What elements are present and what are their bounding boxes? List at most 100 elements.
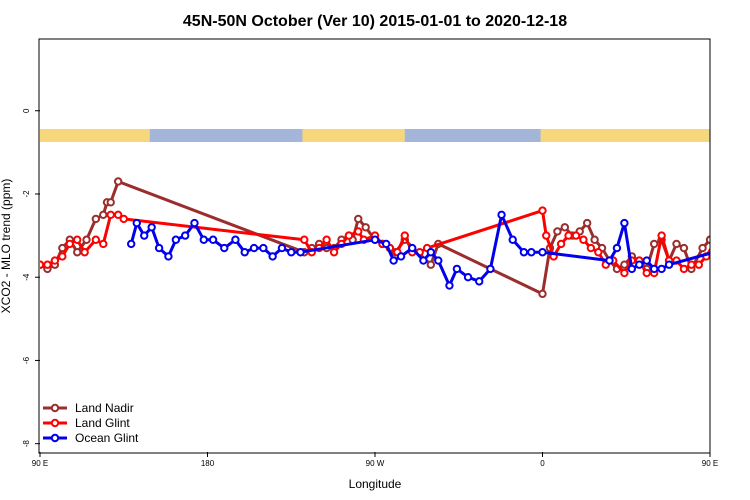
ocean-glint-point <box>268 252 277 261</box>
y-tick-label: -8 <box>22 440 31 448</box>
x-axis-label: Longitude <box>349 477 402 491</box>
land-nadir-point <box>361 223 370 232</box>
ocean-glint-point <box>171 235 181 244</box>
land-glint-point <box>642 268 651 278</box>
land-glint-point <box>344 231 354 240</box>
ocean-glint-point <box>635 260 644 269</box>
ocean-glint-point <box>664 260 674 269</box>
ocean-glint-point <box>538 248 547 257</box>
ocean-glint-point <box>249 243 259 253</box>
ocean-glint-point <box>605 256 614 265</box>
chart-title: 45N-50N October (Ver 10) 2015-01-01 to 2… <box>183 13 567 30</box>
legend-marker-land-glint <box>50 418 60 428</box>
ocean-glint-point <box>140 231 149 240</box>
land-glint-point <box>73 235 82 244</box>
ocean-glint-point <box>164 252 173 261</box>
land-glint-point <box>300 235 309 244</box>
ocean-glint-point <box>296 248 305 257</box>
land-glint-point <box>679 264 689 274</box>
land-glint-point <box>694 260 704 269</box>
land-nadir-point <box>672 239 681 249</box>
land-nadir-point <box>679 243 689 253</box>
x-tick-label: 0 <box>540 459 545 468</box>
ocean-glint-point <box>126 239 136 249</box>
land-nadir-point <box>426 260 436 269</box>
land-glint-point <box>106 210 115 219</box>
land-nadir-point <box>73 248 82 257</box>
plot-frame <box>38 38 711 454</box>
y-tick-label: 0 <box>22 108 31 113</box>
land-nadir-point <box>106 198 115 207</box>
legend-label-ocean-glint: Ocean Glint <box>75 431 139 445</box>
ocean-glint-point <box>620 218 629 228</box>
land-glint-point <box>579 235 588 244</box>
land-glint-point <box>329 248 339 257</box>
land-nadir-point <box>99 210 108 219</box>
land-glint-point <box>620 268 629 278</box>
land-glint-point <box>40 260 45 269</box>
ocean-glint-point <box>463 273 473 282</box>
ocean-glint-point <box>649 264 659 274</box>
land-nadir-point <box>698 243 707 253</box>
land-glint-point <box>400 231 409 240</box>
land-glint-point <box>657 231 666 240</box>
ocean-glint-point <box>497 210 506 219</box>
ocean-glint-point <box>180 231 190 240</box>
land-glint-point <box>65 239 74 249</box>
land-glint-point <box>733 216 739 222</box>
land-glint-point <box>322 235 331 244</box>
ocean-glint-point <box>445 281 454 290</box>
land-nadir-point <box>354 214 363 224</box>
ocean-glint-point <box>612 243 622 253</box>
ocean-glint-point <box>396 252 406 261</box>
ocean-glint-point <box>199 235 208 244</box>
ocean-glint-point <box>381 239 391 249</box>
legend-marker-land-nadir <box>50 403 60 413</box>
y-tick-label: -6 <box>22 356 31 364</box>
y-tick-label: -2 <box>22 190 31 198</box>
land-segment <box>540 129 710 142</box>
x-tick-label: 90 E <box>702 459 718 468</box>
land-glint-point <box>725 241 731 247</box>
land-glint-point <box>709 241 710 246</box>
ocean-glint-point <box>132 218 141 228</box>
land-nadir-point <box>582 218 592 228</box>
land-glint-point <box>50 256 60 265</box>
land-glint-point <box>113 210 123 219</box>
ocean-glint-point <box>154 243 164 253</box>
land-nadir-point <box>538 289 547 299</box>
land-glint-point <box>99 239 108 249</box>
land-nadir-point <box>744 216 750 222</box>
land-glint-point <box>58 252 67 261</box>
land-glint-point <box>571 231 581 240</box>
ocean-glint-point <box>527 248 536 257</box>
ocean-glint-point <box>240 248 249 257</box>
ocean-glint-point <box>220 243 229 253</box>
land-nadir-point <box>722 237 728 243</box>
ocean-glint-point <box>231 235 240 244</box>
land-nadir-point <box>82 235 91 244</box>
land-nadir-point <box>590 235 599 244</box>
ocean-glint-point <box>147 223 156 232</box>
x-tick-label: 90 W <box>366 459 385 468</box>
ocean-glint-point <box>508 235 517 244</box>
legend-marker-ocean-glint <box>50 433 60 443</box>
ocean-glint-point <box>389 256 398 265</box>
land-nadir-point <box>649 239 659 249</box>
ocean-glint-point <box>642 256 651 265</box>
ocean-glint-point <box>426 248 436 257</box>
ocean-glint-point <box>277 243 287 253</box>
land-nadir-point <box>560 223 570 232</box>
land-nadir-point <box>714 245 720 251</box>
x-tick-label: 90 E <box>32 459 48 468</box>
land-nadir-point <box>91 214 101 224</box>
ocean-glint-point <box>419 256 428 265</box>
ocean-glint-point <box>519 248 529 257</box>
land-glint-point <box>586 243 596 253</box>
ocean-glint-point <box>657 264 666 274</box>
ocean-glint-point <box>434 256 443 265</box>
land-glint-point <box>538 206 547 215</box>
y-tick-label: -4 <box>22 273 31 281</box>
